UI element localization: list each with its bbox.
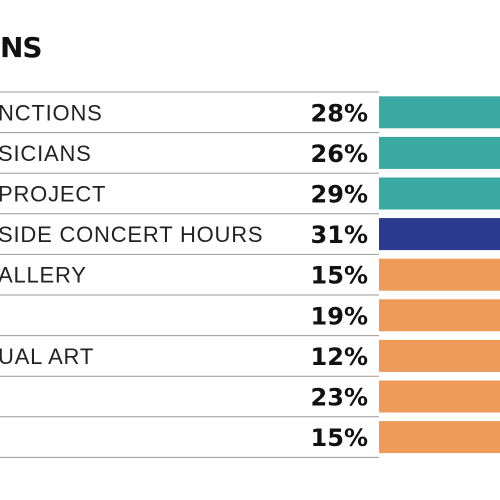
value-label: 12% xyxy=(311,343,368,371)
value-label: 23% xyxy=(311,384,368,412)
row-label: UAL ART xyxy=(0,344,94,369)
value-label: 31% xyxy=(311,221,368,249)
bar xyxy=(379,136,500,169)
row-label: PROJECT xyxy=(0,182,106,207)
bar xyxy=(379,299,500,332)
value-label: 19% xyxy=(311,302,368,330)
bar xyxy=(379,218,500,251)
row-label: NCTIONS xyxy=(0,100,103,125)
value-label: 26% xyxy=(311,140,368,168)
bar xyxy=(379,96,500,129)
value-label: 29% xyxy=(311,181,368,209)
row-label: SIDE CONCERT HOURS xyxy=(0,222,263,247)
bar xyxy=(379,177,500,210)
row-label: ALLERY xyxy=(0,263,87,288)
chart-title: NS xyxy=(0,31,43,64)
bar xyxy=(379,339,500,372)
bar xyxy=(379,421,500,454)
row-label: SICIANS xyxy=(0,141,92,166)
value-label: 15% xyxy=(311,262,368,290)
bar xyxy=(379,258,500,291)
value-label: 15% xyxy=(311,424,368,452)
value-label: 28% xyxy=(311,99,368,127)
bar xyxy=(379,380,500,413)
